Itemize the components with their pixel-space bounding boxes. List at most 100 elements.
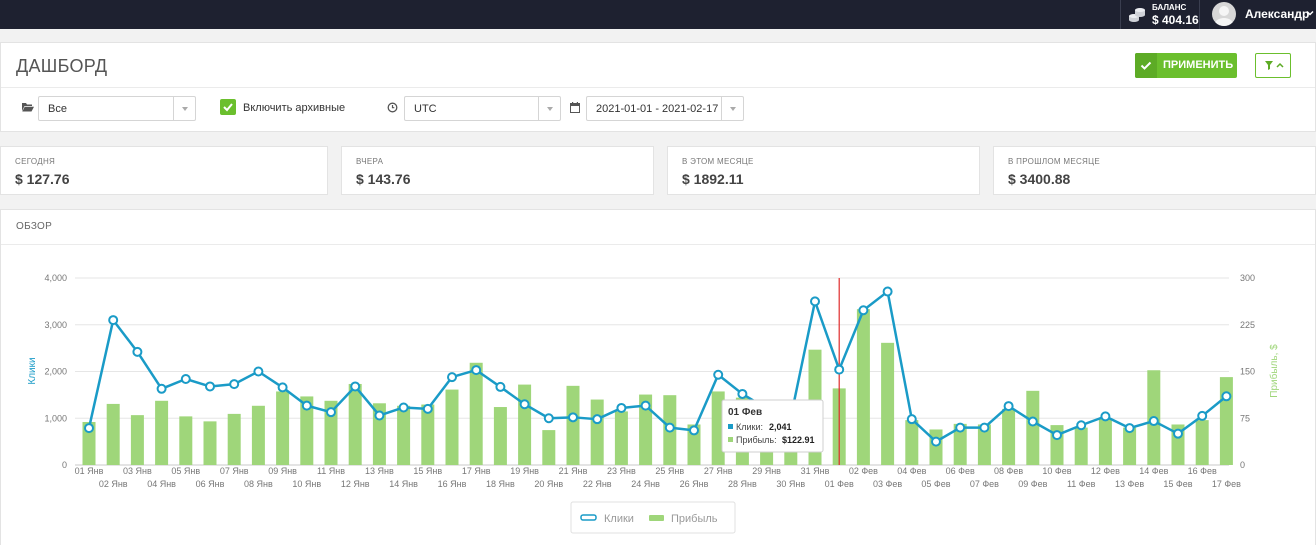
clicks-point	[1124, 423, 1135, 434]
clicks-point	[955, 422, 966, 433]
clicks-point	[301, 400, 312, 411]
profit-bar	[155, 400, 169, 465]
tooltip-profit-label: Прибыль:	[736, 435, 777, 445]
clicks-point	[1027, 416, 1038, 427]
clicks-point	[277, 382, 288, 393]
folder-select-value: Все	[48, 103, 67, 115]
clicks-point	[398, 402, 409, 413]
profit-bar	[1026, 390, 1040, 465]
chevron-down-icon	[173, 97, 195, 120]
x-tick-label: 05 Янв	[171, 466, 200, 476]
folder-open-icon	[22, 103, 34, 112]
overview-divider	[1, 244, 1315, 245]
x-tick-label: 18 Янв	[486, 479, 515, 489]
stat-label: В ПРОШЛОМ МЕСЯЦЕ	[1008, 157, 1100, 166]
chevron-down-icon	[538, 97, 560, 120]
y-axis-label-left: Клики	[27, 357, 38, 384]
x-tick-label: 30 Янв	[776, 479, 805, 489]
timezone-select-value: UTC	[414, 103, 437, 115]
date-range-picker[interactable]: 2021-01-01 - 2021-02-17	[586, 96, 744, 121]
y-tick-left: 3,000	[44, 320, 67, 330]
clicks-point	[834, 364, 845, 375]
profit-bar	[130, 415, 144, 465]
avatar	[1212, 2, 1236, 26]
user-silhouette-icon	[1215, 6, 1233, 26]
clicks-point	[326, 407, 336, 418]
timezone-select[interactable]: UTC	[404, 96, 561, 121]
legend-clicks-label: Клики	[604, 513, 634, 525]
profit-bar	[1195, 420, 1209, 465]
x-tick-label: 19 Янв	[510, 466, 539, 476]
check-icon	[223, 103, 233, 112]
clock-icon	[387, 102, 398, 113]
clicks-point	[810, 296, 820, 307]
y-axis-label-right: Прибыль, $	[1268, 344, 1280, 398]
x-tick-label: 05 Фев	[921, 479, 950, 489]
tooltip-clicks-label: Клики:	[736, 422, 763, 432]
clicks-point	[882, 286, 893, 297]
profit-bar	[227, 413, 241, 465]
stat-today: СЕГОДНЯ $ 127.76	[0, 146, 328, 195]
profit-bar	[251, 405, 265, 465]
tooltip-clicks-value: 2,041	[769, 422, 792, 432]
clicks-point	[1173, 428, 1183, 439]
legend-clicks-swatch	[580, 514, 597, 521]
coins-icon	[1129, 8, 1145, 22]
clicks-point	[616, 402, 627, 413]
x-tick-label: 04 Фев	[897, 466, 926, 476]
top-bar: БАЛАНС $ 404.16 Александр	[0, 0, 1316, 29]
clicks-point	[495, 381, 506, 392]
legend-profit-swatch	[649, 515, 664, 521]
profit-bar	[1074, 427, 1088, 465]
x-tick-label: 09 Фев	[1018, 479, 1047, 489]
filter-toggle-button[interactable]	[1255, 53, 1291, 78]
y-tick-right: 300	[1240, 273, 1255, 283]
clicks-point	[689, 425, 699, 436]
clicks-point	[906, 414, 917, 425]
x-tick-label: 12 Фев	[1091, 466, 1120, 476]
x-tick-label: 13 Фев	[1115, 479, 1144, 489]
y-tick-left: 1,000	[44, 413, 67, 423]
profit-bar	[1123, 427, 1137, 465]
clicks-point	[858, 305, 869, 316]
x-tick-label: 16 Янв	[438, 479, 467, 489]
stat-this-month: В ЭТОМ МЕСЯЦЕ $ 1892.11	[667, 146, 980, 195]
x-tick-label: 02 Янв	[99, 479, 128, 489]
folder-select[interactable]: Все	[38, 96, 196, 121]
clicks-point	[519, 399, 530, 410]
profit-bar	[687, 424, 701, 465]
x-tick-label: 27 Янв	[704, 466, 733, 476]
include-archived-checkbox[interactable]	[220, 99, 236, 115]
clicks-point	[1003, 401, 1014, 412]
clicks-point	[1197, 410, 1208, 421]
x-tick-label: 02 Фев	[849, 466, 878, 476]
clicks-point	[84, 423, 94, 434]
apply-button-label: ПРИМЕНИТЬ	[1163, 59, 1234, 71]
clicks-point	[543, 413, 554, 424]
stat-value: $ 143.76	[356, 171, 411, 187]
x-tick-label: 15 Фев	[1163, 479, 1192, 489]
profit-bar	[518, 384, 532, 465]
overview-chart[interactable]: 0 0 1,000 75 2,000 150 3,000 225 4,000 300 Клики Пр…	[1, 210, 1315, 545]
apply-button[interactable]: ПРИМЕНИТЬ	[1135, 53, 1237, 78]
profit-bar	[953, 423, 967, 465]
profit-bar	[493, 407, 507, 465]
y-tick-left: 4,000	[44, 273, 67, 283]
profit-bar	[324, 400, 338, 465]
y-tick-left: 0	[62, 460, 67, 470]
chevron-down-icon	[1306, 10, 1314, 16]
tooltip-clicks-swatch	[728, 424, 733, 429]
profit-bar	[639, 394, 653, 465]
balance-widget[interactable]: БАЛАНС $ 404.16	[1120, 0, 1200, 29]
x-tick-label: 17 Фев	[1212, 479, 1241, 489]
user-menu[interactable]: Александр	[1208, 0, 1316, 29]
page-title: ДАШБОРД	[16, 56, 108, 76]
tooltip-date: 01 Фев	[728, 407, 762, 418]
check-icon	[1135, 53, 1157, 78]
clicks-point	[1221, 391, 1232, 402]
x-tick-label: 29 Янв	[752, 466, 781, 476]
profit-bar	[905, 420, 919, 465]
y-tick-left: 2,000	[44, 367, 67, 377]
stat-label: ВЧЕРА	[356, 157, 384, 166]
x-tick-label: 14 Янв	[389, 479, 418, 489]
